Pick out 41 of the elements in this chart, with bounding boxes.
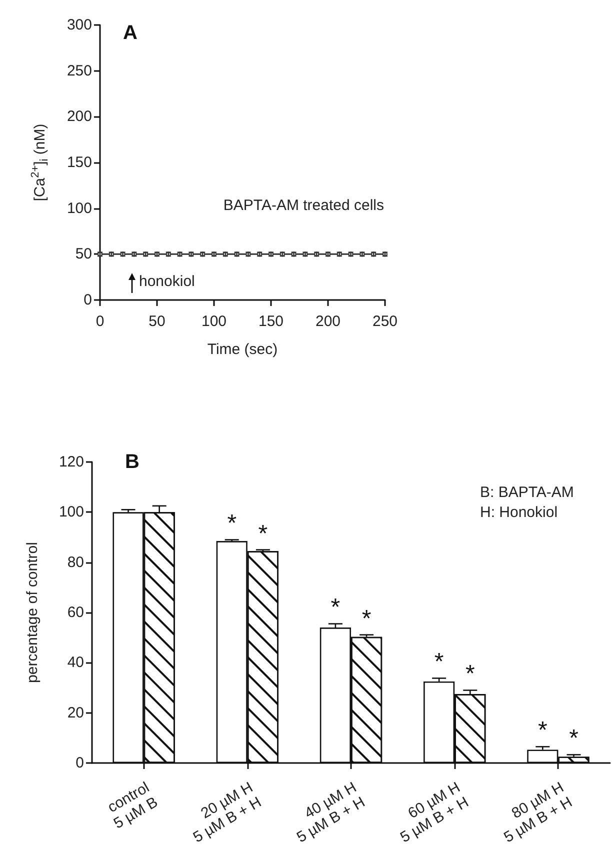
y-tick-label: 0: [84, 292, 92, 308]
data-label: *: [569, 725, 578, 752]
y-tick-label: 50: [75, 246, 92, 263]
y-tick-label: 100: [66, 200, 92, 217]
x-tick-label: 40 µM H 5 µM B + H: [294, 779, 368, 846]
data-label: *: [434, 648, 444, 676]
y-tick-label: 60: [67, 604, 84, 621]
y-tick-label: 300: [66, 16, 92, 34]
y-tick-label: 100: [58, 504, 84, 521]
y-tick-label: 250: [66, 62, 92, 80]
data-label: *: [465, 660, 475, 688]
data-label: *: [330, 594, 340, 622]
x-tick-label: 60 µM H 5 µM B + H: [398, 779, 472, 846]
y-tick-label: 20: [67, 704, 84, 722]
x-axis-title: Time (sec): [207, 341, 278, 358]
y-tick-label: 80: [67, 554, 84, 571]
annotation: H: Honokiol: [480, 504, 558, 521]
y-tick-label: 0: [76, 754, 84, 772]
y-tick-label: 120: [58, 454, 84, 470]
data-label: *: [538, 717, 548, 744]
chart-title: B: [125, 451, 140, 473]
x-tick-label: 150: [258, 313, 284, 330]
y-axis-title: percentage of control: [24, 542, 41, 683]
annotation: BAPTA-AM treated cells: [223, 197, 384, 214]
y-tick-label: 200: [66, 108, 92, 126]
data-label: *: [362, 605, 372, 632]
x-tick-label: 80 µM H 5 µM B + H: [501, 779, 576, 846]
y-tick-label: 40: [67, 654, 84, 672]
x-tick-label: 0: [96, 313, 104, 330]
y-tick-label: 150: [66, 154, 92, 171]
annotation: B: BAPTA-AM: [480, 484, 574, 501]
annotation: honokiol: [139, 273, 195, 290]
chart-title: A: [123, 22, 138, 44]
x-tick-label: 20 µM H 5 µM B + H: [190, 779, 264, 846]
data-label: *: [227, 510, 237, 538]
x-tick-label: 250: [372, 313, 398, 330]
y-axis-title: [Ca2+]i (nM): [30, 124, 50, 202]
x-tick-label: 50: [148, 313, 166, 330]
x-tick-label: 200: [315, 313, 341, 330]
x-tick-label: 100: [201, 313, 227, 330]
data-label: *: [258, 520, 268, 548]
